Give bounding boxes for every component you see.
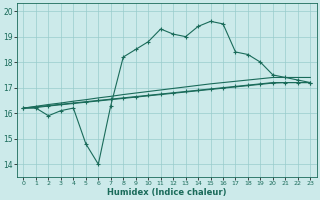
X-axis label: Humidex (Indice chaleur): Humidex (Indice chaleur) — [107, 188, 227, 197]
